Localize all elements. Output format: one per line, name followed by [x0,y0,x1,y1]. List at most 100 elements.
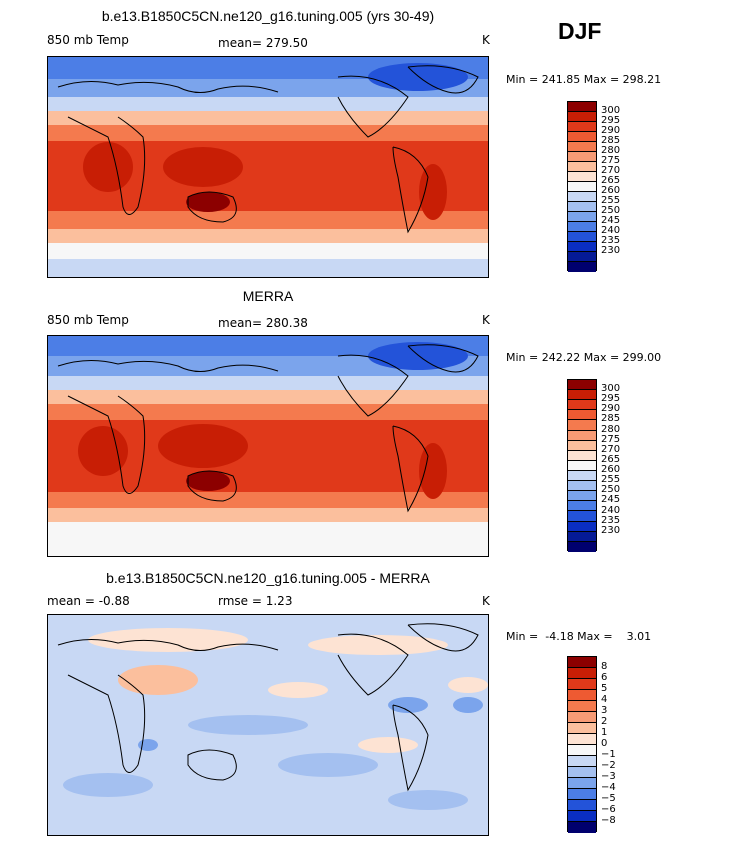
panel-1-minmax: Min = 241.85 Max = 298.21 [506,73,662,86]
colorbar-segment [568,390,596,401]
colorbar-tick-label: 295 [601,393,621,405]
panel-3-units: K [482,594,490,608]
colorbar-tick-label: 235 [601,235,621,246]
colorbar-tick-label: 300 [601,383,621,395]
colorbar-segment [568,152,596,162]
colorbar-segment [568,723,596,734]
colorbar-tick-label: −1 [601,749,616,760]
colorbar-tick-label: 240 [601,225,621,236]
map-merra [47,335,489,557]
panel-2-minmax: Min = 242.22 Max = 299.00 [506,351,662,364]
colorbar-tick-label: −4 [601,782,616,793]
colorbar-tick-label: 245 [601,494,621,506]
colorbar-tick-label: 230 [601,245,621,256]
colorbar-segment [568,192,596,202]
colorbar-segment [568,690,596,701]
colorbar-tick-label: −3 [601,771,616,782]
colorbar-tick-label: 250 [601,205,621,216]
colorbar-tick-label: 1 [601,727,608,738]
colorbar-tick-label: −5 [601,793,616,804]
colorbar-segment [568,521,596,532]
map-difference-plot [48,615,488,835]
colorbar-segment [568,122,596,132]
colorbar-segment [568,811,596,822]
colorbar-segment [568,745,596,756]
colorbar-segment [568,242,596,252]
colorbar-segment [568,778,596,789]
colorbar-segment [568,767,596,778]
colorbar-tick-label: 255 [601,474,621,486]
colorbar-tick-label: 230 [601,524,621,536]
panel-3-rmse: rmse = 1.23 [218,594,293,608]
colorbar-segment [568,232,596,242]
colorbar-segment [568,481,596,492]
colorbar-tick-label: 245 [601,215,621,226]
colorbar-tick-label: 265 [601,453,621,465]
panel-3-minmax: Min = -4.18 Max = 3.01 [506,630,652,643]
colorbar-tick-label: 0 [601,738,608,749]
colorbar-segment [568,470,596,482]
colorbar-segment [568,501,596,512]
colorbar-segment [568,102,596,112]
map-model-plot [48,57,488,277]
colorbar-tick-label: 260 [601,464,621,476]
colorbar-segment [568,400,596,411]
colorbar-tick-label: 255 [601,195,621,206]
panel-2-title: MERRA [242,288,294,304]
colorbar-segment [568,162,596,172]
colorbar-tick-label: 8 [601,661,608,672]
colorbar-tick-label: 290 [601,403,621,415]
colorbar-segment [568,657,596,668]
panel-1-variable: 850 mb Temp [47,33,129,47]
colorbar-segment [568,380,596,391]
colorbar-difference [567,656,597,833]
colorbar-segment [568,252,596,262]
colorbar-segment [568,440,596,451]
panel-1-title: b.e13.B1850C5CN.ne120_g16.tuning.005 (yr… [101,8,435,24]
colorbar-temperature-2 [567,379,597,552]
colorbar-segment [568,668,596,679]
panel-2-units: K [482,313,490,327]
colorbar-tick-label: 280 [601,145,621,156]
colorbar-tick-label: −8 [601,815,616,826]
colorbar-segment [568,756,596,767]
colorbar-temperature-1 [567,101,597,272]
colorbar-tick-label: 235 [601,514,621,526]
colorbar-tick-label: 260 [601,185,621,196]
colorbar-tick-label: 4 [601,694,608,705]
colorbar-segment [568,712,596,723]
panel-2-mean: mean= 280.38 [218,316,308,330]
colorbar-segment [568,212,596,222]
panel-3-mean: mean = -0.88 [47,594,130,608]
colorbar-segment [568,450,596,461]
colorbar-tick-label: 300 [601,105,621,116]
colorbar-segment [568,822,596,833]
colorbar-tick-label: 265 [601,175,621,186]
colorbar-tick-label: −2 [601,760,616,771]
season-label: DJF [558,18,602,44]
map-model [47,56,489,278]
panel-1-units: K [482,33,490,47]
colorbar-segment [568,800,596,811]
colorbar-tick-label: 250 [601,484,621,496]
colorbar-segment [568,420,596,431]
colorbar-tick-label: 3 [601,705,608,716]
colorbar-tick-label: 5 [601,683,608,694]
colorbar-tick-label: 295 [601,115,621,126]
colorbar-segment [568,511,596,522]
colorbar-tick-label: 285 [601,413,621,425]
colorbar-tick-label: 285 [601,135,621,146]
colorbar-tick-label: 2 [601,716,608,727]
colorbar-tick-label: 290 [601,125,621,136]
colorbar-tick-label: 275 [601,433,621,445]
colorbar-tick-label: 280 [601,423,621,435]
colorbar-tick-label: 275 [601,155,621,166]
panel-3-title: b.e13.B1850C5CN.ne120_g16.tuning.005 - M… [106,570,430,586]
colorbar-tick-label: 270 [601,443,621,455]
colorbar-segment [568,410,596,421]
colorbar-segment [568,531,596,542]
panel-1-mean: mean= 279.50 [218,36,308,50]
colorbar-tick-label: 240 [601,504,621,516]
colorbar-segment [568,222,596,232]
colorbar-segment [568,679,596,690]
